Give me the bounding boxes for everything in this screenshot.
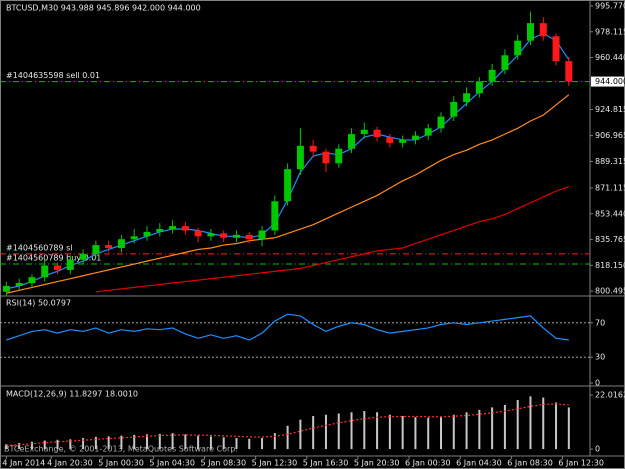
candle-body xyxy=(232,234,240,238)
x-tick-label: 4 Jan 2014 xyxy=(2,459,45,468)
candle-body xyxy=(117,239,125,248)
candle-body xyxy=(130,236,138,240)
x-tick-label: 5 Jan 20:30 xyxy=(354,459,400,468)
rsi-line xyxy=(6,313,569,341)
candle-body xyxy=(501,55,509,70)
x-tick-label: 4 Jan 20:30 xyxy=(47,459,93,468)
y-tick-label: 0 xyxy=(595,379,600,388)
x-tick-label: 6 Jan 00:30 xyxy=(405,459,451,468)
y-tick-label: 871.115 xyxy=(595,183,625,192)
y-tick-label: 30 xyxy=(595,353,605,362)
candle-body xyxy=(194,230,202,237)
candle-body xyxy=(360,129,368,135)
y-tick-label: 960.440 xyxy=(595,53,625,62)
y-tick-label: 906.965 xyxy=(595,131,625,140)
x-tick-label: 5 Jan 08:30 xyxy=(201,459,247,468)
x-tick-label: 5 Jan 12:30 xyxy=(252,459,298,468)
candle-body xyxy=(105,245,113,248)
candle-body xyxy=(552,36,560,62)
y-tick-label: 818.150 xyxy=(595,261,625,270)
y-tick-label: 889.315 xyxy=(595,157,625,166)
order-label: #1404560789 sl xyxy=(6,243,73,252)
candle-body xyxy=(284,169,292,202)
x-tick-label: 6 Jan 12:30 xyxy=(558,459,604,468)
candle-body xyxy=(411,135,419,140)
candle-body xyxy=(526,23,534,41)
x-tick-label: 5 Jan 04:30 xyxy=(149,459,195,468)
candle-body xyxy=(348,134,356,149)
y-tick-label: 70 xyxy=(595,318,605,327)
candle-body xyxy=(245,234,253,240)
y-tick-label: 853.440 xyxy=(595,209,625,218)
candle-body xyxy=(475,81,483,94)
candle-body xyxy=(386,137,394,143)
x-tick-label: 5 Jan 00:30 xyxy=(98,459,144,468)
chart-title: BTCUSD,M30 943.988 945.896 942.000 944.0… xyxy=(6,4,201,13)
candle-body xyxy=(565,61,573,82)
candle-body xyxy=(335,148,343,164)
order-label: #1404635598 sell 0.01 xyxy=(6,71,100,80)
candle-body xyxy=(15,283,23,286)
candle-body xyxy=(156,229,164,232)
candle-body xyxy=(322,151,330,164)
candle-body xyxy=(207,233,215,237)
x-tick-label: 6 Jan 04:30 xyxy=(456,459,502,468)
candle-body xyxy=(514,40,522,56)
order-label: #1404560789 buy 0.01 xyxy=(6,254,101,263)
candle-body xyxy=(220,233,228,238)
candle-body xyxy=(296,145,304,170)
candle-body xyxy=(488,69,496,82)
candle-body xyxy=(399,139,407,143)
candle-body xyxy=(41,265,49,278)
y-tick-label: 0 xyxy=(595,445,600,454)
candle-body xyxy=(66,259,74,270)
y-tick-label: 924.815 xyxy=(595,105,625,114)
candle-body xyxy=(143,231,151,237)
candle-body xyxy=(463,93,471,103)
y-tick-label: 978.115 xyxy=(595,27,625,36)
y-tick-label: 800.495 xyxy=(595,287,625,296)
y-tick-label: 22.0162 xyxy=(595,391,625,400)
signal-line xyxy=(6,403,569,447)
y-tick-label: 995.770 xyxy=(595,1,625,10)
candle-body xyxy=(539,23,547,37)
candle-body xyxy=(424,128,432,136)
rsi-title: RSI(14) 50.0797 xyxy=(6,299,71,308)
candle-body xyxy=(79,253,87,260)
candle-body xyxy=(2,285,10,292)
candle-body xyxy=(54,265,62,270)
price-box xyxy=(591,76,624,87)
x-tick-label: 6 Jan 08:30 xyxy=(507,459,553,468)
candle-body xyxy=(258,230,266,240)
moving-average xyxy=(95,186,570,293)
x-tick-label: 5 Jan 16:30 xyxy=(303,459,349,468)
candle-body xyxy=(271,201,279,231)
candle-body xyxy=(437,116,445,129)
y-tick-label: 835.765 xyxy=(595,235,625,244)
candle-body xyxy=(181,226,189,231)
candle-body xyxy=(450,102,458,117)
candle-body xyxy=(309,145,317,152)
price-label: 944.000 xyxy=(595,77,625,86)
moving-average xyxy=(6,94,570,294)
candle-body xyxy=(28,277,36,284)
candle-body xyxy=(373,129,381,138)
macd-title: MACD(12,26,9) 11.8297 18.0010 xyxy=(6,390,138,399)
candle-body xyxy=(92,245,100,254)
candle-body xyxy=(169,226,177,230)
